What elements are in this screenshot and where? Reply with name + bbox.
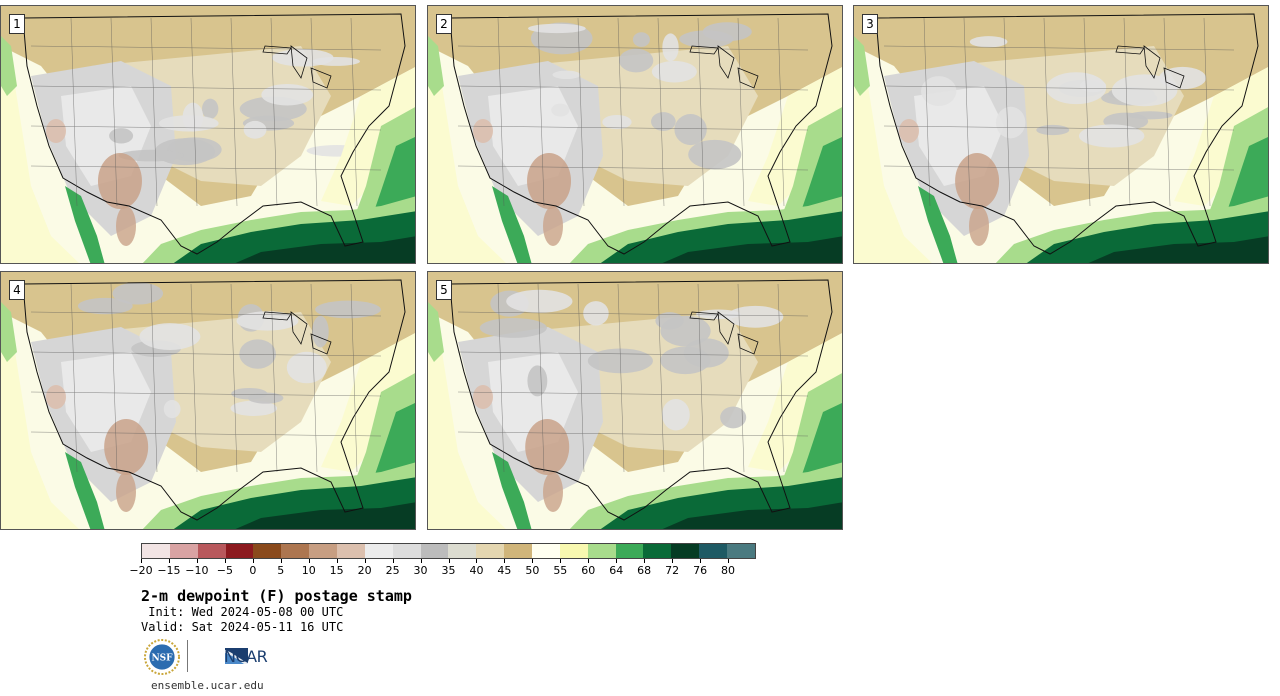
nsf-logo: NSF	[144, 639, 180, 675]
colorbar-tick	[728, 559, 730, 563]
colorbar-tick	[504, 559, 506, 563]
ncar-logo-text: NCAR	[224, 647, 268, 666]
colorbar-swatch	[364, 544, 393, 558]
colorbar-swatch	[532, 544, 560, 558]
panel-number-label: 3	[862, 14, 878, 34]
colorbar-tick-label: −5	[216, 564, 233, 577]
colorbar-swatch	[504, 544, 533, 558]
colorbar-swatch	[420, 544, 449, 558]
site-url: ensemble.ucar.edu	[151, 679, 264, 692]
colorbar-swatch	[699, 544, 728, 558]
colorbar-tick-label: 60	[581, 564, 596, 577]
colorbar-swatch	[727, 544, 755, 558]
dewpoint-map	[854, 6, 1268, 263]
colorbar-tick	[308, 559, 310, 563]
colorbar-tick-label: 80	[721, 564, 736, 577]
dewpoint-map	[1, 6, 415, 263]
colorbar-tick	[644, 559, 646, 563]
colorbar-swatch	[587, 544, 616, 558]
init-time: Init: Wed 2024-05-08 00 UTC	[141, 605, 344, 619]
colorbar-tick	[224, 559, 226, 563]
colorbar-tick-label: −10	[185, 564, 209, 577]
colorbar-tick	[280, 559, 282, 563]
colorbar-tick-label: 40	[469, 564, 484, 577]
colorbar-tick-label: 35	[441, 564, 456, 577]
nsf-logo-text: NSF	[151, 654, 173, 664]
colorbar-swatch	[169, 544, 198, 558]
colorbar-tick-label: 20	[357, 564, 372, 577]
colorbar-tick-label: 76	[693, 564, 708, 577]
ncar-logo-mark	[225, 648, 248, 664]
colorbar-swatch	[225, 544, 254, 558]
colorbar-tick	[532, 559, 534, 563]
colorbar-tick-label: 30	[413, 564, 428, 577]
colorbar-tick	[168, 559, 170, 563]
colorbar-swatch	[142, 544, 170, 558]
colorbar-swatch	[643, 544, 672, 558]
colorbar-swatch	[309, 544, 338, 558]
map-panel-3: 3	[853, 5, 1269, 264]
colorbar-tick-label: 50	[525, 564, 540, 577]
map-panel-1: 1	[0, 5, 416, 264]
dewpoint-colorbar	[141, 543, 756, 559]
colorbar-tick	[560, 559, 562, 563]
colorbar-tick-label: 64	[609, 564, 624, 577]
panel-number-label: 1	[9, 14, 25, 34]
colorbar-tick-label: 55	[553, 564, 568, 577]
colorbar-tick	[588, 559, 590, 563]
colorbar-tick-label: 5	[277, 564, 285, 577]
colorbar-tick	[616, 559, 618, 563]
panel-number-label: 4	[9, 280, 25, 300]
colorbar-ticks: −20 −15 −10 −5 0 5 10 15 20 25 30 35 40 45 50 55 60 64 68 7…	[129, 559, 756, 579]
colorbar-swatch	[615, 544, 644, 558]
colorbar-tick	[672, 559, 674, 563]
colorbar-tick	[420, 559, 422, 563]
colorbar-swatch	[476, 544, 505, 558]
dewpoint-map	[428, 6, 842, 263]
colorbar-swatch	[392, 544, 421, 558]
colorbar-tick	[700, 559, 702, 563]
colorbar-tick	[252, 559, 254, 563]
colorbar-swatch	[281, 544, 310, 558]
colorbar-tick-label: 15	[329, 564, 344, 577]
dewpoint-map	[1, 272, 415, 529]
colorbar-swatch	[337, 544, 365, 558]
colorbar-tick-label: −20	[129, 564, 153, 577]
colorbar-tick-label: −15	[157, 564, 181, 577]
colorbar-tick-label: 72	[665, 564, 680, 577]
map-panel-5: 5	[427, 271, 843, 530]
colorbar-tick-label: 10	[301, 564, 316, 577]
plot-title: 2-m dewpoint (F) postage stamp	[141, 587, 412, 605]
colorbar-swatch	[671, 544, 700, 558]
colorbar-swatch	[448, 544, 477, 558]
colorbar-swatch	[559, 544, 588, 558]
colorbar-tick	[336, 559, 338, 563]
colorbar-swatch	[197, 544, 226, 558]
colorbar-tick	[196, 559, 198, 563]
colorbar-tick-label: 68	[637, 564, 652, 577]
map-panel-4: 4	[0, 271, 416, 530]
colorbar-tick	[476, 559, 478, 563]
valid-time: Valid: Sat 2024-05-11 16 UTC	[141, 620, 344, 634]
colorbar-tick	[448, 559, 450, 563]
colorbar-tick-label: 25	[385, 564, 400, 577]
colorbar-tick-label: 0	[249, 564, 257, 577]
panel-number-label: 2	[436, 14, 452, 34]
colorbar-tick	[392, 559, 394, 563]
panel-number-label: 5	[436, 280, 452, 300]
colorbar-swatch	[253, 544, 282, 558]
logo-divider	[187, 640, 188, 672]
dewpoint-map	[428, 272, 842, 529]
colorbar-tick-label: 45	[497, 564, 512, 577]
map-panel-2: 2	[427, 5, 843, 264]
colorbar-tick	[141, 559, 142, 563]
colorbar-tick	[364, 559, 366, 563]
